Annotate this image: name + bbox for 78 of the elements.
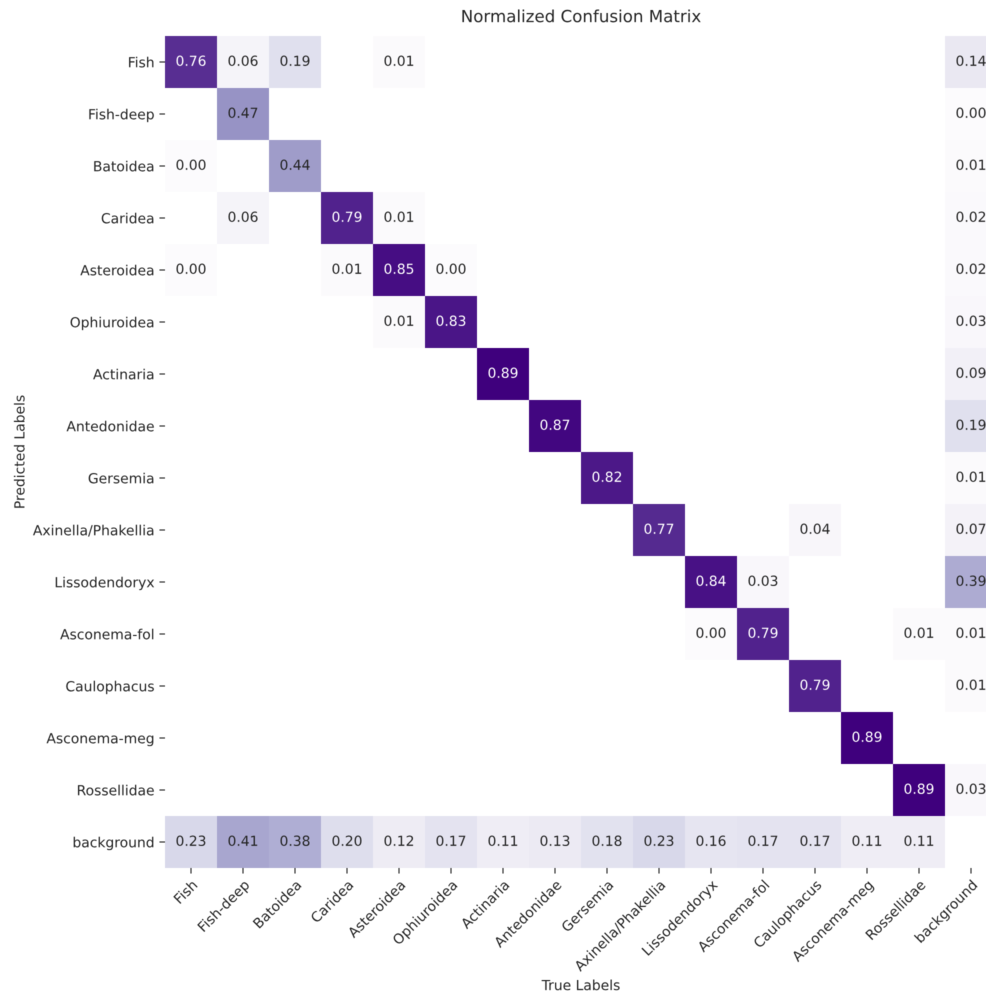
data-label: 0.41 <box>228 836 258 846</box>
data-label: 0.17 <box>748 836 778 846</box>
data-label: 0.00 <box>176 264 206 274</box>
data-label: 0.20 <box>332 836 362 846</box>
data-label: 0.01 <box>384 212 414 222</box>
data-label: 0.00 <box>696 628 726 638</box>
y-tick-label: Rossellidae <box>78 784 154 796</box>
y-tick-label: Axinella/Phakellia <box>32 524 154 537</box>
data-label: 0.13 <box>540 836 570 846</box>
data-label: 0.06 <box>228 212 258 222</box>
data-label: 0.01 <box>384 56 414 66</box>
y-tick-label: Actinaria <box>93 368 154 380</box>
data-label: 0.01 <box>956 628 986 638</box>
data-label: 0.06 <box>228 56 258 66</box>
data-label: 0.84 <box>696 576 726 586</box>
data-label: 0.12 <box>384 836 414 846</box>
data-label: 0.01 <box>384 316 414 326</box>
data-label: 0.00 <box>956 108 986 118</box>
y-tick-label: Caulophacus <box>66 680 154 694</box>
data-label: 0.76 <box>176 56 206 66</box>
data-label: 0.89 <box>852 732 882 742</box>
x-axis-title: True Labels <box>542 980 620 990</box>
data-label: 0.19 <box>956 420 986 430</box>
data-label: 0.23 <box>176 836 206 846</box>
data-label: 0.77 <box>644 524 674 534</box>
data-label: 0.79 <box>332 212 362 222</box>
data-label: 0.02 <box>956 212 986 222</box>
data-label: 0.03 <box>956 784 986 794</box>
data-label: 0.01 <box>956 680 986 690</box>
data-label: 0.17 <box>436 836 466 846</box>
data-label: 0.23 <box>644 836 674 846</box>
data-label: 0.19 <box>280 56 310 66</box>
y-tick-label: Lissodendoryx <box>56 576 154 590</box>
y-tick-label: Fish <box>129 56 154 68</box>
y-tick-label: Asteroidea <box>80 264 154 276</box>
data-label: 0.01 <box>956 472 986 482</box>
data-label: 0.79 <box>748 628 778 638</box>
data-label: 0.11 <box>904 836 934 846</box>
data-label: 0.04 <box>800 524 830 534</box>
data-label: 0.47 <box>228 108 258 118</box>
data-label: 0.03 <box>748 576 778 586</box>
x-tick-label: Fish <box>172 879 198 904</box>
data-label: 0.79 <box>800 680 830 690</box>
data-label: 0.09 <box>956 368 986 378</box>
y-tick-label: Caridea <box>102 212 154 224</box>
y-tick-label: Batoidea <box>94 160 154 172</box>
data-label: 0.01 <box>956 160 986 170</box>
data-label: 0.89 <box>488 368 518 378</box>
data-label: 0.85 <box>384 264 414 274</box>
data-label: 0.07 <box>956 524 986 534</box>
y-tick-label: Antedonidae <box>66 420 154 432</box>
y-tick-label: Asconema-meg <box>46 733 154 746</box>
data-label: 0.16 <box>696 836 726 846</box>
data-label: 0.00 <box>176 160 206 170</box>
data-label: 0.01 <box>332 264 362 274</box>
data-label: 0.44 <box>280 160 310 170</box>
data-label: 0.39 <box>956 576 986 586</box>
y-tick-label: Ophiuroidea <box>70 316 154 330</box>
data-label: 0.14 <box>956 56 986 66</box>
data-label: 0.17 <box>800 836 830 846</box>
data-label: 0.87 <box>540 420 570 430</box>
data-label: 0.00 <box>436 264 466 274</box>
data-label: 0.82 <box>592 472 622 482</box>
data-label: 0.83 <box>436 316 466 326</box>
data-label: 0.11 <box>852 836 882 846</box>
y-axis-title: Predicted Labels <box>14 396 25 508</box>
data-label: 0.38 <box>280 836 310 846</box>
y-tick-label: background <box>74 836 154 850</box>
y-tick-label: Asconema-fol <box>60 628 154 640</box>
chart-title: Normalized Confusion Matrix <box>462 9 701 22</box>
y-tick-label: Gersemia <box>88 472 154 484</box>
data-label: 0.03 <box>956 316 986 326</box>
data-label: 0.02 <box>956 264 986 274</box>
data-label: 0.89 <box>904 784 934 794</box>
data-label: 0.18 <box>592 836 622 846</box>
y-tick-label: Fish-deep <box>89 108 154 122</box>
data-label: 0.01 <box>904 628 934 638</box>
data-label: 0.11 <box>488 836 518 846</box>
